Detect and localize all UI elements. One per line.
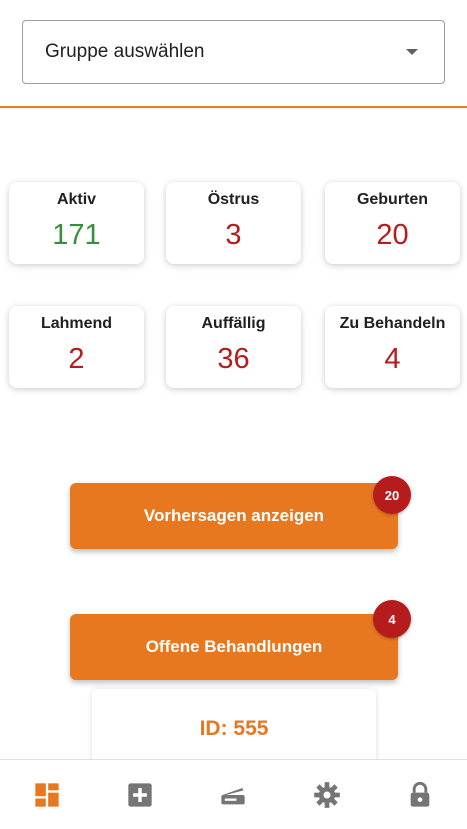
- header-divider: [0, 106, 467, 108]
- open-treatments-label: Offene Behandlungen: [145, 637, 323, 656]
- nav-settings[interactable]: [297, 765, 357, 825]
- treatments-count-badge: 4: [373, 600, 411, 638]
- stat-value: 4: [384, 343, 401, 375]
- stat-value: 3: [225, 219, 242, 251]
- nav-lock[interactable]: [390, 765, 450, 825]
- stat-value: 36: [217, 343, 250, 375]
- stat-card-lahmend[interactable]: Lahmend 2: [9, 306, 144, 388]
- stat-card-oestrus[interactable]: Östrus 3: [166, 182, 301, 264]
- stat-title: Lahmend: [40, 315, 113, 332]
- open-treatments-button[interactable]: Offene Behandlungen: [70, 614, 398, 680]
- stat-title: Geburten: [356, 191, 429, 208]
- stat-value: 20: [376, 219, 409, 251]
- gear-icon: [314, 781, 340, 808]
- stat-card-zu-behandeln[interactable]: Zu Behandeln 4: [325, 306, 460, 388]
- stat-title: Östrus: [207, 191, 260, 208]
- stat-value: 2: [68, 343, 85, 375]
- stat-title: Aktiv: [56, 191, 97, 208]
- bottom-nav: [0, 759, 467, 829]
- stat-card-auffaellig[interactable]: Auffällig 36: [166, 306, 301, 388]
- arrow-drop-down-icon: [406, 49, 418, 55]
- dashboard-icon: [35, 782, 59, 807]
- nav-dashboard[interactable]: [17, 765, 77, 825]
- show-predictions-label: Vorhersagen anzeigen: [143, 506, 325, 525]
- animal-id: ID: 555: [199, 717, 269, 740]
- stat-card-aktiv[interactable]: Aktiv 171: [9, 182, 144, 264]
- stat-card-geburten[interactable]: Geburten 20: [325, 182, 460, 264]
- group-select-label: Gruppe auswählen: [45, 41, 205, 62]
- stat-value: 171: [52, 219, 101, 251]
- predictions-count-badge: 20: [373, 476, 411, 514]
- group-select[interactable]: Gruppe auswählen: [22, 20, 445, 84]
- show-predictions-button[interactable]: Vorhersagen anzeigen: [70, 483, 398, 549]
- scanner-icon: [221, 787, 246, 804]
- nav-scanner[interactable]: [203, 765, 263, 825]
- nav-add[interactable]: [110, 765, 170, 825]
- stat-title: Auffällig: [201, 315, 266, 332]
- add-box-icon: [128, 782, 152, 807]
- stat-title: Zu Behandeln: [339, 315, 446, 332]
- lock-icon: [410, 781, 430, 807]
